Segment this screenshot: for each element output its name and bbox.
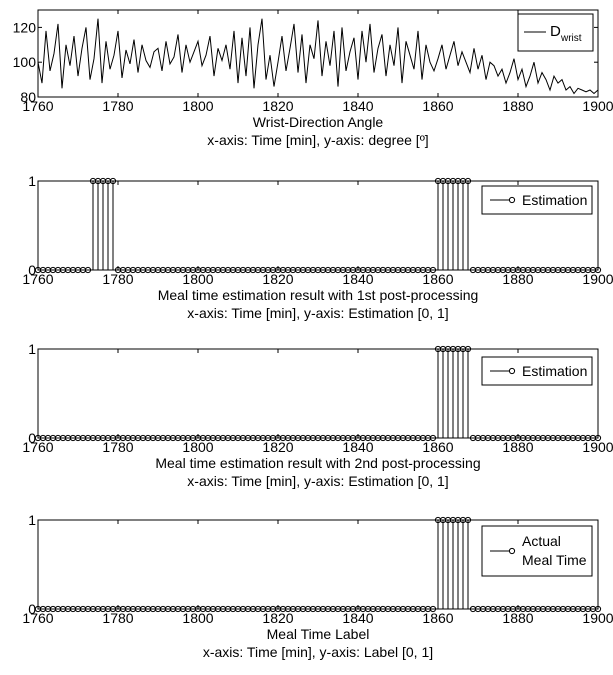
legend-label-line2: Meal Time [522,552,587,568]
y-tick-label: 120 [13,19,37,35]
stem-series [34,516,602,613]
axis-caption: x-axis: Time [min], y-axis: Label [0, 1] [203,644,433,660]
x-tick-label: 1800 [182,98,213,114]
x-axis-title: Meal time estimation result with 1st pos… [158,287,479,303]
x-tick-label: 1880 [502,439,533,455]
axes-frame [37,519,599,610]
stem-marker [464,345,472,353]
x-tick-label: 1820 [262,271,293,287]
x-tick-label: 1860 [422,271,453,287]
stem-marker [594,605,602,613]
x-tick-label: 1800 [182,271,213,287]
legend-label: Actual [522,533,561,549]
x-tick-label: 1840 [342,610,373,626]
x-tick-label: 1840 [342,271,373,287]
stem-marker [594,434,602,442]
legend: Actual Meal Time [481,525,593,577]
axes-frame [37,180,599,271]
legend-marker-sample [508,547,516,555]
axis-caption: x-axis: Time [min], y-axis: Estimation [… [187,473,448,489]
y-tick-label: 100 [13,54,37,70]
x-tick-label: 1760 [22,271,53,287]
x-tick-label: 1780 [102,271,133,287]
subplot-1: 1760 1780 1800 1820 1840 1860 1880 1900 80 100 120… [13,9,613,148]
y-tick-label: 0 [28,601,36,617]
x-tick-label: 1840 [342,439,373,455]
y-tick-label: 1 [28,341,36,357]
y-tick-label: 1 [28,173,36,189]
x-axis-title: Meal time estimation result with 2nd pos… [155,455,480,471]
x-tick-label: 1800 [182,439,213,455]
x-tick-label: 1880 [502,271,533,287]
legend-label: Estimation [522,363,587,379]
x-tick-label: 1820 [262,98,293,114]
x-tick-label: 1900 [582,271,613,287]
y-tick-label: 1 [28,512,36,528]
axis-caption: x-axis: Time [min], y-axis: Estimation [… [187,305,448,321]
legend-marker-sample [508,367,516,375]
legend-label: Estimation [522,192,587,208]
x-tick-label: 1860 [422,610,453,626]
stem-series [34,177,602,274]
subplot-3: 1760 1780 1800 1820 1840 1860 1880 1900 0 1 Meal t… [22,341,613,489]
x-tick-label: 1860 [422,98,453,114]
x-tick-label: 1900 [582,98,613,114]
x-tick-label: 1760 [22,98,53,114]
x-tick-label: 1800 [182,610,213,626]
x-axis-title: Wrist-Direction Angle [253,114,384,130]
legend-label: D [550,23,561,40]
x-tick-label: 1760 [22,439,53,455]
stem-marker [464,516,472,524]
legend-marker-sample [508,196,516,204]
y-tick-label: 0 [28,430,36,446]
x-tick-label: 1820 [262,610,293,626]
axes-frame [37,348,599,439]
x-tick-label: 1780 [102,98,133,114]
stem-marker [464,177,472,185]
stem-series [34,345,602,442]
legend: Estimation [481,185,593,215]
x-tick-label: 1780 [102,439,133,455]
series-line [38,18,598,95]
axes-frame [37,9,599,98]
subplot-4: 1760 1780 1800 1820 1840 1860 1880 1900 0 1 Meal T… [22,512,613,660]
x-tick-label: 1840 [342,98,373,114]
x-tick-label: 1860 [422,439,453,455]
y-tick-label: 80 [20,89,36,105]
legend: Estimation [481,356,593,386]
legend-label-subscript: wrist [560,33,582,44]
stem-marker [84,266,92,274]
subplot-2: 1760 1780 1800 1820 1840 1860 1880 1900 0 1 Meal t… [22,173,613,321]
x-tick-label: 1820 [262,439,293,455]
stem-marker [594,266,602,274]
y-tick-label: 0 [28,262,36,278]
stem-marker [429,434,437,442]
x-tick-label: 1880 [502,610,533,626]
x-tick-label: 1900 [582,610,613,626]
stem-marker [429,266,437,274]
x-tick-label: 1900 [582,439,613,455]
x-tick-label: 1780 [102,610,133,626]
x-tick-label: 1880 [502,98,533,114]
stem-marker [429,605,437,613]
x-axis-title: Meal Time Label [267,626,370,642]
x-tick-label: 1760 [22,610,53,626]
stem-marker [109,177,117,185]
axis-caption: x-axis: Time [min], y-axis: degree [º] [207,132,428,148]
